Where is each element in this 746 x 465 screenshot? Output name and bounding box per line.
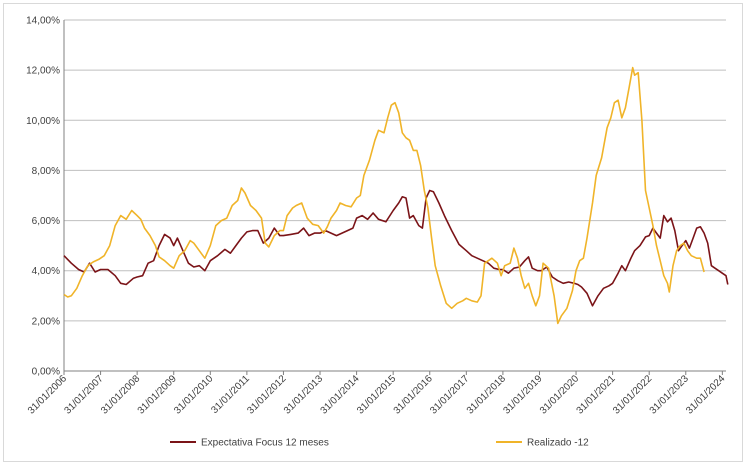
series-lines [63, 66, 729, 325]
x-tick-label: 31/01/2024 [684, 373, 727, 416]
axes [63, 20, 726, 375]
x-tick-labels: 31/01/200631/01/200731/01/200831/01/2009… [26, 373, 728, 416]
y-tick-label: 2,00% [32, 316, 60, 327]
legend: Expectativa Focus 12 meses Realizado -12 [170, 438, 589, 449]
legend-label: Realizado -12 [527, 438, 589, 449]
y-tick-labels: 0,00% 2,00% 4,00% 6,00% 8,00% 10,00% 12,00% 14,… [26, 16, 60, 378]
y-tick-label: 14,00% [26, 16, 60, 27]
x-tick-label: 31/01/2010 [172, 373, 215, 416]
y-tick-label: 12,00% [26, 66, 60, 77]
gridlines [64, 19, 726, 372]
y-tick-label: 4,00% [32, 266, 60, 277]
y-tick-label: 0,00% [32, 367, 60, 378]
legend-label: Expectativa Focus 12 meses [201, 438, 329, 449]
series-line-realizado [63, 66, 705, 325]
y-tick-label: 8,00% [32, 166, 60, 177]
chart-frame: 0,00% 2,00% 4,00% 6,00% 8,00% 10,00% 12,00% 14,… [3, 3, 743, 462]
y-tick-label: 6,00% [32, 216, 60, 227]
line-chart: 0,00% 2,00% 4,00% 6,00% 8,00% 10,00% 12,00% 14,… [26, 16, 729, 449]
series-line-expectativa [63, 189, 729, 307]
y-tick-label: 10,00% [26, 116, 60, 127]
